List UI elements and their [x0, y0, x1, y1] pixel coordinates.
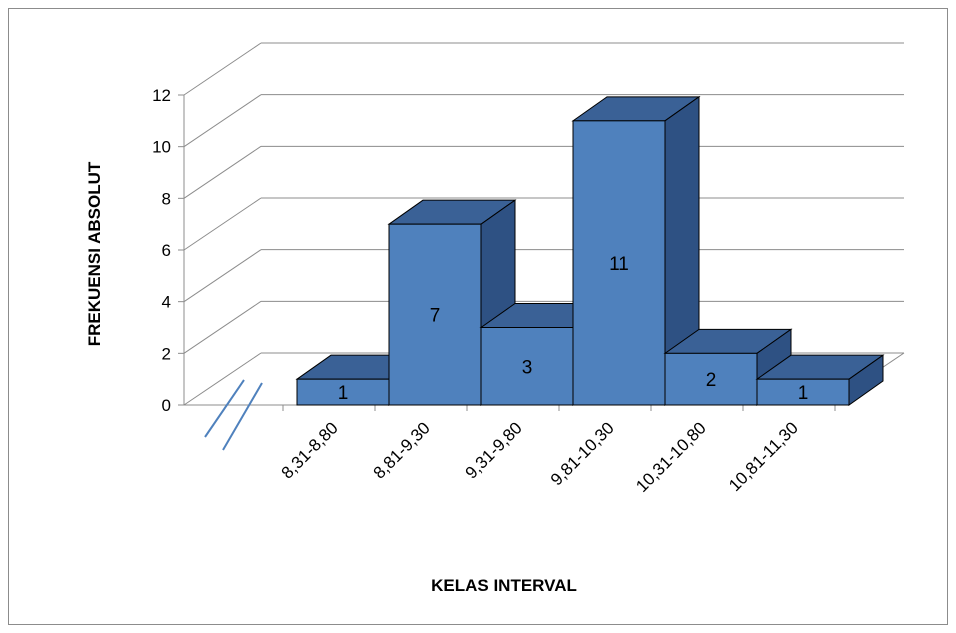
- axis-break-mark: [205, 380, 244, 437]
- x-tick-labels: 8,31-8,80 8,81-9,30 9,31-9,80 9,81-10,30 10,…: [278, 418, 802, 496]
- y-tick-label: 12: [152, 86, 171, 105]
- bar-value-label: 3: [522, 357, 533, 378]
- y-tick-labels: 0 2 4 6 8 10 12: [152, 86, 171, 415]
- bars: 1 7 3 11 2 1: [297, 97, 883, 405]
- histogram-chart: 1 7 3 11 2 1 0 2 4 6 8 10 12 8,31-8,80 8,81-9,30 9,31…: [9, 9, 949, 626]
- gridline-side: [184, 95, 261, 147]
- bar-value-label: 7: [430, 306, 441, 327]
- y-axis-title: FREKUENSI ABSOLUT: [85, 161, 104, 346]
- bar-value-label: 11: [609, 254, 629, 275]
- x-tick-label: 8,31-8,80: [278, 418, 342, 482]
- y-tick-label: 6: [162, 241, 171, 260]
- bar-value-label: 2: [706, 370, 717, 391]
- gridline-side: [184, 198, 261, 250]
- x-tick-label: 10,81-11,30: [725, 418, 802, 495]
- gridline-side: [184, 353, 261, 405]
- x-tick-label: 10,31-10,80: [632, 418, 710, 496]
- y-tick-label: 10: [152, 138, 171, 157]
- bar-value-label: 1: [798, 383, 809, 404]
- axis-break-mark: [223, 383, 262, 450]
- gridline-side: [184, 43, 261, 95]
- x-tick-label: 9,31-9,80: [462, 418, 526, 482]
- chart-frame: 1 7 3 11 2 1 0 2 4 6 8 10 12 8,31-8,80 8,81-9,30 9,31…: [8, 8, 948, 625]
- bar-value-label: 1: [338, 383, 349, 404]
- x-tick-label: 8,81-9,30: [370, 418, 434, 482]
- y-tick-label: 8: [162, 189, 171, 208]
- y-tick-label: 0: [162, 396, 171, 415]
- x-axis-title: KELAS INTERVAL: [431, 576, 577, 595]
- gridline-side: [184, 301, 261, 353]
- gridline-side: [184, 250, 261, 302]
- y-tick-label: 2: [162, 344, 171, 363]
- x-tick-label: 9,81-10,30: [547, 418, 618, 489]
- y-tick-label: 4: [162, 293, 171, 312]
- gridline-side: [184, 146, 261, 198]
